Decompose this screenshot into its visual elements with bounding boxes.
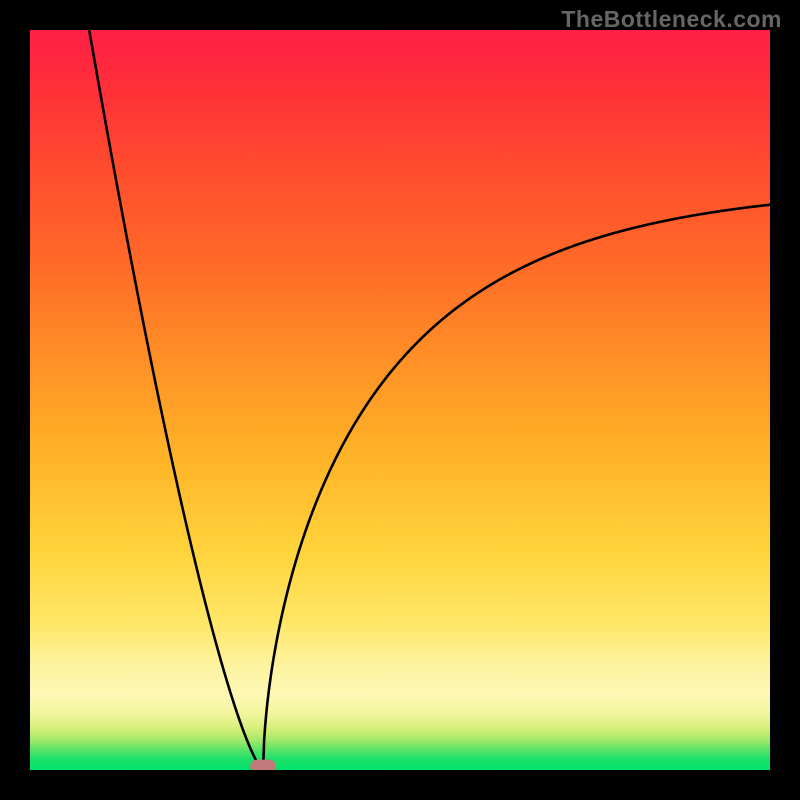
plot-svg (30, 30, 770, 770)
chart-frame: TheBottleneck.com (0, 0, 800, 800)
watermark-text: TheBottleneck.com (561, 6, 782, 33)
gradient-background (30, 30, 770, 770)
minimum-marker (250, 760, 276, 770)
